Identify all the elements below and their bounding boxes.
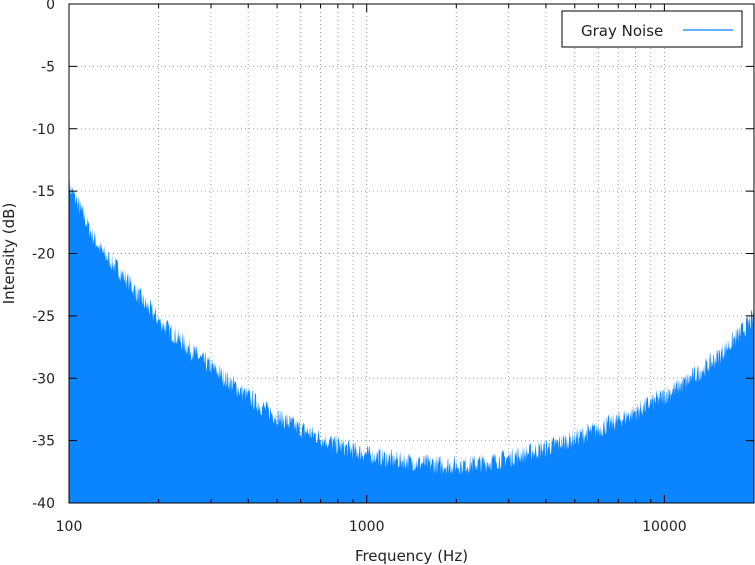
y-tick-label: 0: [46, 0, 55, 13]
legend-box: [561, 10, 743, 48]
tick-marks: [69, 3, 754, 504]
y-tick-label: -5: [41, 59, 55, 75]
y-tick-label: -35: [32, 434, 55, 450]
y-tick-label: -40: [32, 496, 55, 512]
x-tick-label: 100: [56, 519, 83, 535]
x-tick-label: 10000: [642, 519, 687, 535]
y-tick-label: -20: [32, 247, 55, 263]
tick-labels: 100 1000 10000 0 -5 -10 -15 -20 -25 -30 -35 -40: [32, 0, 687, 535]
y-axis-title: Intensity (dB): [0, 203, 18, 305]
x-axis-title: Frequency (Hz): [355, 547, 468, 565]
x-tick-label: 1000: [349, 519, 385, 535]
y-tick-label: -30: [32, 371, 55, 387]
y-tick-label: -10: [32, 122, 55, 138]
y-tick-label: -15: [32, 184, 55, 200]
y-tick-label: -25: [32, 309, 55, 325]
legend: Gray Noise: [561, 10, 743, 48]
series-layer: [69, 178, 754, 504]
gray-noise-area: [69, 178, 754, 504]
legend-label: Gray Noise: [581, 22, 663, 40]
